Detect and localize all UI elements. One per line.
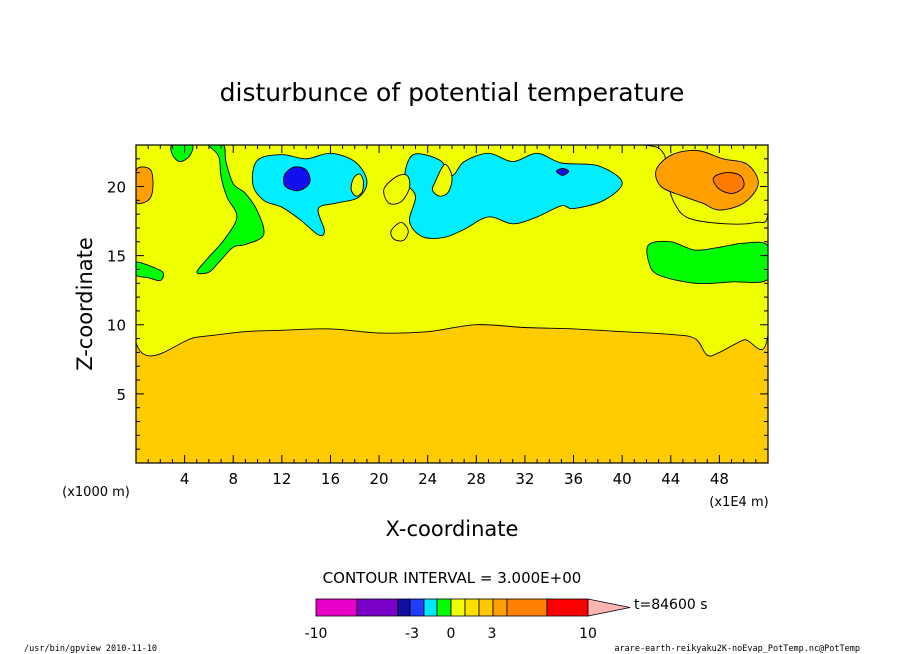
y-axis-label: Z-coordinate [73,237,97,371]
x-tick-label: 8 [228,470,238,488]
colorbar-segment [356,598,399,617]
axis-ticks [136,145,768,463]
contour-interval-label: CONTOUR INTERVAL = 3.000E+00 [323,569,582,587]
colorbar-tick-label: -3 [405,626,419,642]
y-tick-label: 10 [107,317,126,335]
contour-region-dark_orange [712,172,745,194]
colorbar-segment [409,598,425,617]
chart-title: disturbunce of potential temperature [220,78,685,107]
colorbar-segment [315,598,358,617]
x-tick-label: 40 [613,470,632,488]
x-tick-label: 12 [272,470,291,488]
contour-region-yellow [350,173,364,197]
colorbar-tick-label: 0 [447,626,456,642]
colorbar-segment [478,598,494,617]
x-tick-label: 32 [515,470,534,488]
contour-region-cyan [404,152,623,239]
colorbar-segment [546,598,589,617]
contour-region-orange [655,149,759,211]
colorbar-segment [436,598,452,617]
colorbar-segment [423,598,438,617]
colorbar-segment [506,598,548,617]
colorbar-segment [450,598,466,617]
contour-region-green [136,261,164,282]
y-tick-label: 20 [107,178,126,196]
colorbar [315,598,631,617]
colorbar-tick-label: 10 [579,626,597,642]
y-tick-labels: 5 10 15 20 [107,178,126,403]
colorbar-tick-label: 3 [488,626,497,642]
contour-region-yellow [383,173,411,205]
x-tick-label: 36 [564,470,583,488]
colorbar-segment [464,598,480,617]
x-tick-label: 48 [710,470,729,488]
colorbar-arrow [587,598,631,617]
x-tick-label: 16 [321,470,340,488]
contour-regions [136,145,768,357]
x-unit-right: (x1E4 m) [709,495,768,510]
x-tick-label: 28 [467,470,486,488]
contour-region-blue [556,168,570,176]
contour-region-blue [282,166,311,192]
x-tick-label: 20 [370,470,389,488]
x-unit-left: (x1000 m) [62,485,130,500]
colorbar-segment [397,598,411,617]
x-tick-labels: 4 8 12 16 20 24 28 32 36 40 44 48 [180,470,729,488]
y-tick-label: 5 [116,386,126,404]
contour-region-green [196,145,265,275]
x-tick-label: 4 [180,470,190,488]
footer-right: arare-earth-reikyaku2K-noEvap_PotTemp.nc… [614,644,860,654]
time-label: t=84600 s [634,597,708,613]
x-axis-label: X-coordinate [386,517,519,541]
contour-region-yellow [431,163,453,197]
x-tick-label: 44 [661,470,680,488]
footer-left: /usr/bin/gpview 2010-11-10 [24,644,157,654]
contour-region-yellow [390,221,409,242]
colorbar-tick-labels: -10 -3 0 3 10 [305,626,597,642]
x-tick-label: 24 [418,470,437,488]
contour-region-green [170,145,194,163]
contour-region-cyan [251,152,368,237]
colorbar-tick-label: -10 [305,626,328,642]
colorbar-segment [492,598,508,617]
contour-region-green [646,240,768,285]
y-tick-label: 15 [107,248,126,266]
